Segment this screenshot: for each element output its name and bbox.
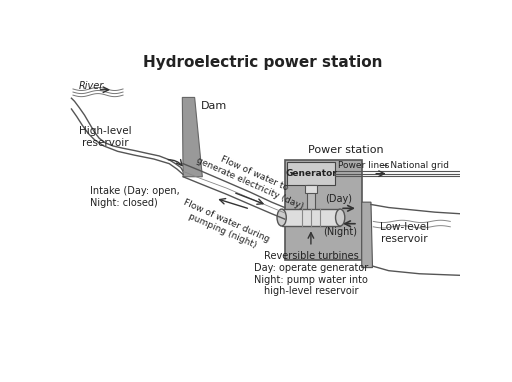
Text: → National grid: → National grid xyxy=(380,161,449,170)
Text: River: River xyxy=(79,81,104,91)
Polygon shape xyxy=(362,202,373,268)
Text: Flow of water during
pumping (night): Flow of water during pumping (night) xyxy=(178,198,271,254)
Text: Reversible turbines
Day: operate generator
Night: pump water into
high-level res: Reversible turbines Day: operate generat… xyxy=(254,251,368,296)
Text: Flow of water to
generate electricity (day): Flow of water to generate electricity (d… xyxy=(196,146,309,211)
Text: Hydroelectric power station: Hydroelectric power station xyxy=(143,55,382,70)
Bar xyxy=(305,185,317,193)
Polygon shape xyxy=(182,97,202,177)
Ellipse shape xyxy=(335,209,345,226)
Text: Low-level
reservoir: Low-level reservoir xyxy=(379,222,429,244)
Bar xyxy=(287,162,335,185)
Text: High-level
reservoir: High-level reservoir xyxy=(79,126,132,147)
Text: Generator: Generator xyxy=(285,169,337,178)
Bar xyxy=(307,185,315,216)
Ellipse shape xyxy=(277,209,286,226)
Text: Dam: Dam xyxy=(201,101,227,111)
Bar xyxy=(282,209,340,226)
Text: (Night): (Night) xyxy=(323,227,357,237)
Text: Power lines: Power lines xyxy=(338,161,389,170)
Bar xyxy=(285,160,362,260)
Text: Power station: Power station xyxy=(308,145,383,155)
Text: (Day): (Day) xyxy=(325,194,352,204)
Text: Intake (Day: open,
Night: closed): Intake (Day: open, Night: closed) xyxy=(90,186,180,207)
